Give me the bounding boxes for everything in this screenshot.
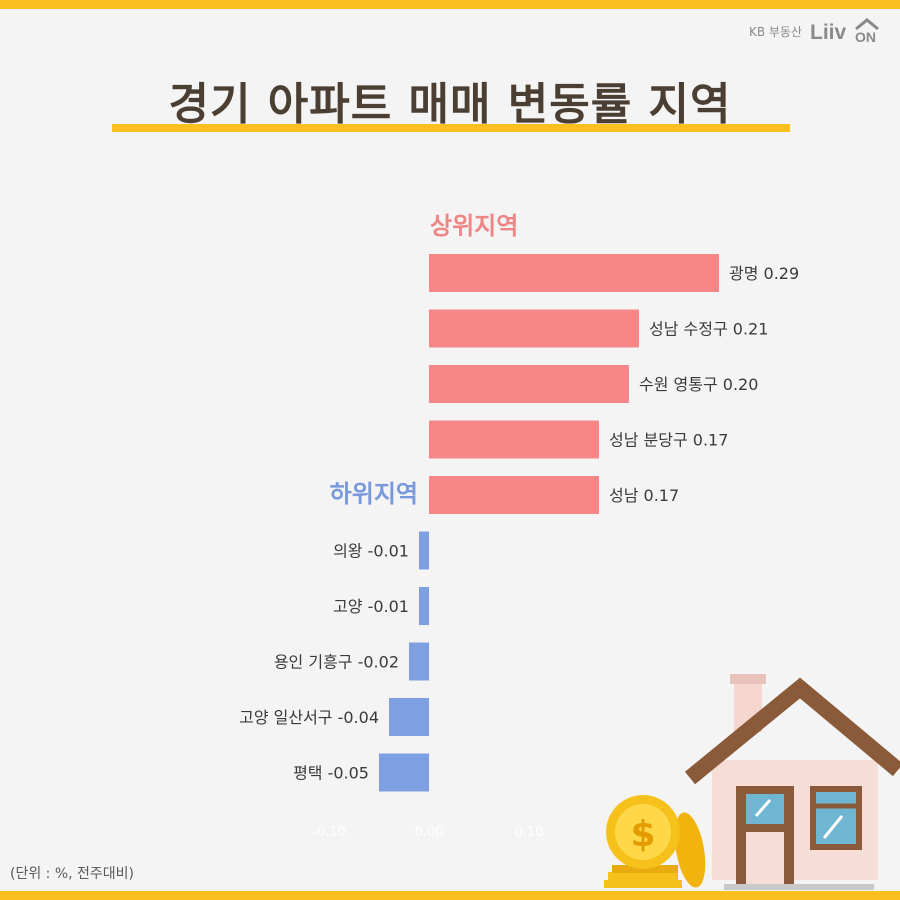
bar-4 [429, 420, 599, 459]
coin-stack-illustration: $ [604, 795, 706, 888]
x-tick-1: -0.10 [312, 825, 346, 840]
bar-label-3: 수원 영통구 0.20 [639, 375, 758, 394]
bar-10 [379, 753, 429, 792]
title-underline [112, 124, 790, 132]
bar-7 [419, 587, 429, 625]
bar-6 [419, 531, 429, 570]
bar-5 [429, 476, 599, 514]
bar-label-7: 고양 -0.01 [333, 597, 409, 616]
bar-3 [429, 365, 629, 403]
bar-1 [429, 254, 719, 292]
top-frame-bar [0, 0, 900, 9]
bar-label-4: 성남 분당구 0.17 [609, 431, 728, 450]
page-title: 경기 아파트 매매 변동률 지역 [168, 79, 732, 130]
section-label-bottom: 하위지역 [330, 480, 418, 508]
bar-label-9: 고양 일산서구 -0.04 [239, 708, 379, 727]
brand: KB 부동산 Liiv ON [749, 16, 886, 46]
bar-2 [429, 309, 639, 348]
x-tick-2: 0.00 [415, 825, 444, 840]
bottom-frame-bar [0, 891, 900, 900]
liiv-on-logo: Liiv ON [810, 18, 879, 45]
bar-label-6: 의왕 -0.01 [333, 542, 409, 561]
brand-kb-text: KB 부동산 [748, 24, 802, 39]
svg-text:ON: ON [855, 29, 876, 45]
bar-label-1: 광명 0.29 [729, 264, 799, 283]
x-tick-3: 0.10 [515, 825, 544, 840]
bar-label-8: 용인 기흥구 -0.02 [274, 653, 399, 672]
bar-label-2: 성남 수정구 0.21 [649, 320, 768, 339]
bar-label-5: 성남 0.17 [609, 486, 679, 505]
svg-text:Liiv: Liiv [810, 21, 846, 44]
dollar-icon: $ [630, 814, 655, 855]
bar-9 [389, 698, 429, 736]
bar-8 [409, 642, 429, 681]
bar-label-10: 평택 -0.05 [293, 764, 369, 783]
house-illustration [684, 674, 900, 890]
section-label-top: 상위지역 [430, 212, 518, 240]
unit-note: (단위 : %, 전주대비) [10, 866, 135, 882]
